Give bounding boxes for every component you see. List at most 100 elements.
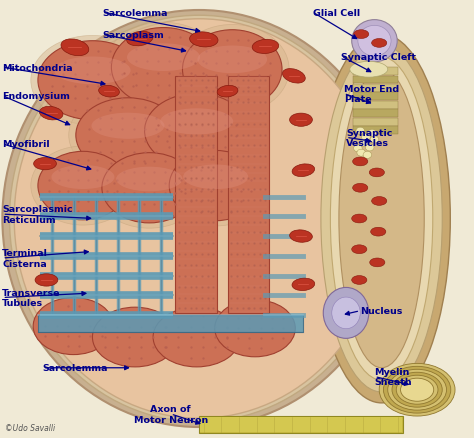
Ellipse shape [31,147,135,226]
Text: Myelin
Sheath: Myelin Sheath [374,367,412,386]
Text: Sarcoplasm: Sarcoplasm [102,31,164,39]
Text: Terminal
Cisterna: Terminal Cisterna [2,249,48,268]
Ellipse shape [396,375,438,404]
Bar [353,102,398,110]
Text: Endomysium: Endomysium [2,92,70,101]
Ellipse shape [352,245,367,254]
Ellipse shape [370,258,385,267]
Ellipse shape [215,300,295,357]
Ellipse shape [332,297,360,329]
Ellipse shape [111,28,216,107]
Bar [175,77,217,313]
Ellipse shape [339,70,424,368]
Ellipse shape [372,197,387,206]
Ellipse shape [313,35,450,403]
Ellipse shape [38,42,147,120]
Ellipse shape [372,39,387,48]
Ellipse shape [169,151,262,221]
Text: Sarcolemma: Sarcolemma [102,9,167,18]
Ellipse shape [365,145,374,152]
Text: Synaptic Cleft: Synaptic Cleft [341,53,416,61]
Ellipse shape [388,370,447,410]
Ellipse shape [350,62,388,78]
Bar [199,416,403,433]
Ellipse shape [69,93,187,178]
Ellipse shape [321,46,442,392]
Ellipse shape [358,26,391,57]
Ellipse shape [330,58,433,380]
Ellipse shape [383,367,451,413]
Ellipse shape [61,40,89,57]
Bar [353,76,398,84]
Bar [353,93,398,101]
Ellipse shape [356,128,365,135]
Ellipse shape [14,20,384,418]
Ellipse shape [99,86,119,98]
Ellipse shape [160,109,233,135]
Ellipse shape [323,288,369,339]
Ellipse shape [34,158,56,170]
Ellipse shape [116,167,182,192]
Ellipse shape [353,184,368,193]
Bar [353,127,398,135]
Ellipse shape [31,36,154,126]
Bar [38,315,303,332]
Ellipse shape [283,70,305,84]
Ellipse shape [363,152,372,159]
Ellipse shape [137,89,256,174]
Ellipse shape [353,158,368,166]
Ellipse shape [162,146,269,226]
Ellipse shape [371,228,386,237]
Ellipse shape [292,165,315,177]
Ellipse shape [362,134,370,141]
Ellipse shape [217,86,238,98]
Ellipse shape [2,11,396,427]
Ellipse shape [153,307,240,367]
Ellipse shape [92,307,178,367]
Ellipse shape [9,16,389,422]
Ellipse shape [175,25,289,115]
Ellipse shape [183,165,248,190]
Ellipse shape [190,33,218,48]
Ellipse shape [392,372,442,407]
Ellipse shape [354,145,362,152]
Ellipse shape [197,46,267,74]
Text: ©Udo Savalli: ©Udo Savalli [5,423,55,431]
Ellipse shape [252,40,279,54]
Ellipse shape [379,364,455,416]
Ellipse shape [95,148,204,229]
Text: Sarcolemma: Sarcolemma [43,364,108,372]
Ellipse shape [91,113,164,139]
Ellipse shape [290,230,312,243]
Ellipse shape [369,169,384,177]
Bar [353,110,398,118]
Ellipse shape [368,130,376,137]
Ellipse shape [290,114,312,127]
Ellipse shape [51,166,114,190]
Ellipse shape [401,378,434,401]
Bar [200,417,402,432]
Ellipse shape [39,107,63,120]
Bar [353,85,398,93]
Bar [228,77,269,313]
Ellipse shape [182,31,282,110]
Ellipse shape [104,23,223,113]
Ellipse shape [38,152,128,220]
Ellipse shape [357,150,365,157]
Ellipse shape [352,21,397,63]
Text: Glial Cell: Glial Cell [313,9,360,18]
Ellipse shape [127,44,200,72]
Ellipse shape [354,31,369,39]
Ellipse shape [33,298,114,355]
Ellipse shape [360,140,368,147]
Bar [353,119,398,127]
Text: Transverse
Tubules: Transverse Tubules [2,288,61,307]
Ellipse shape [352,215,367,223]
Ellipse shape [145,94,249,169]
Ellipse shape [54,57,131,85]
Text: Myofibril: Myofibril [2,140,50,149]
Ellipse shape [352,276,367,285]
Ellipse shape [127,32,153,46]
Ellipse shape [370,137,379,144]
Text: Mitochondria: Mitochondria [2,64,73,72]
